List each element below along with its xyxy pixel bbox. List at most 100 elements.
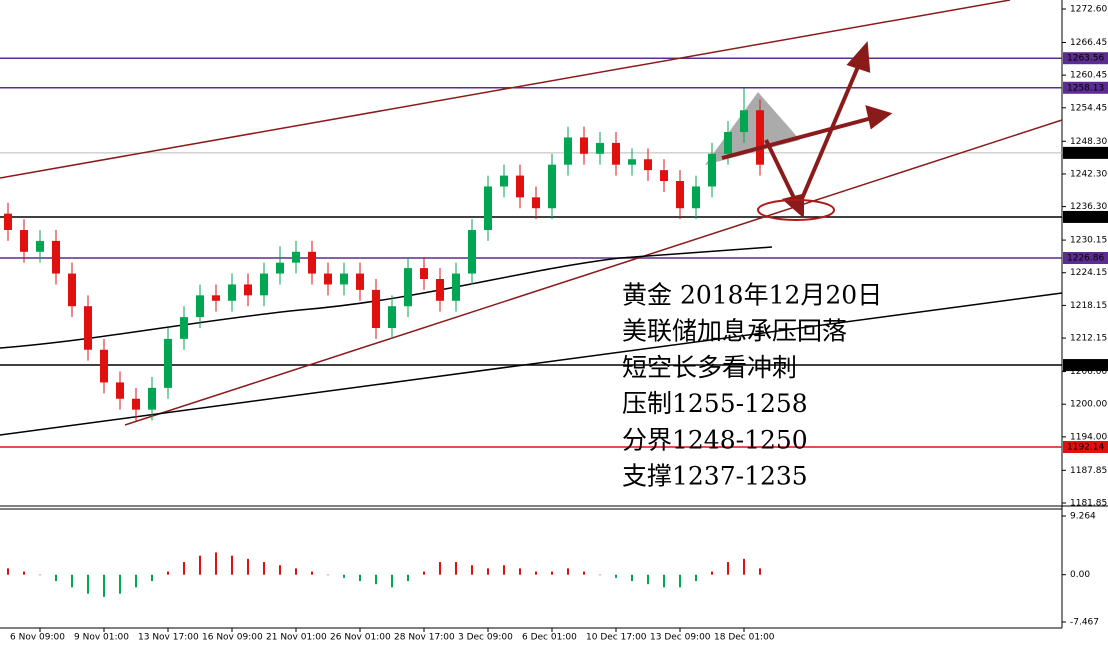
macd-bar <box>103 574 105 597</box>
arrow <box>764 139 797 201</box>
macd-bar <box>359 574 361 582</box>
candle-body <box>292 251 300 263</box>
candle-body <box>356 273 364 290</box>
level-tag <box>1063 359 1108 372</box>
candle-body <box>580 137 588 154</box>
candle-body <box>276 262 284 274</box>
candle-body <box>164 338 172 388</box>
annotation: 压制1255-1258 <box>622 389 808 418</box>
candle-body <box>404 268 412 307</box>
candle-body <box>244 284 252 296</box>
macd-bar <box>247 558 249 575</box>
macd-bar <box>199 555 201 575</box>
arrows <box>721 41 893 219</box>
macd-bar <box>599 574 601 576</box>
candle-body <box>500 175 508 187</box>
x-tick-label: 28 Nov 17:00 <box>394 633 455 643</box>
candle-body <box>52 240 60 274</box>
y-tick-label: -7.467 <box>1070 618 1099 628</box>
level-tag <box>1063 81 1108 94</box>
macd-bar <box>231 555 233 575</box>
candle-body <box>228 284 236 301</box>
candle-body <box>100 349 108 383</box>
macd-bar <box>279 565 281 575</box>
level-label: 1258.13 <box>1067 83 1104 93</box>
candle-body <box>516 175 524 198</box>
candle-body <box>148 387 156 410</box>
macd-bar <box>87 574 89 594</box>
macd-bar <box>71 574 73 588</box>
macd-bar <box>711 571 713 575</box>
macd-bar <box>167 571 169 575</box>
y-tick-label: 1242.30 <box>1070 169 1107 179</box>
candle-body <box>692 186 700 209</box>
candle-body <box>724 132 732 154</box>
annotation: 短空长多看冲刺 <box>622 353 797 382</box>
annotations: 黄金 2018年12月20日美联储加息承压回落短空长多看冲刺压制1255-125… <box>622 281 882 491</box>
x-tick-label: 26 Nov 01:00 <box>330 633 391 643</box>
level-label: 1192.14 <box>1067 442 1104 452</box>
annotation: 支撑1237-1235 <box>622 462 808 491</box>
level-tag <box>1063 440 1108 453</box>
level-label: 1263.56 <box>1067 54 1104 64</box>
level-label: 1246.17 <box>1067 148 1104 158</box>
y-tick-label: 1236.30 <box>1070 202 1107 212</box>
macd-bar <box>679 574 681 588</box>
macd-bar <box>615 574 617 578</box>
y-tick-label: 1187.85 <box>1070 466 1107 476</box>
candle-body <box>324 273 332 285</box>
macd-bar <box>295 568 297 575</box>
candle-body <box>308 251 316 274</box>
level-label: 1234.40 <box>1067 212 1104 222</box>
macd-bar <box>7 568 9 575</box>
macd-bar <box>647 574 649 585</box>
candle-body <box>116 382 124 399</box>
candle-body <box>644 159 652 171</box>
macd-bar <box>487 568 489 575</box>
x-tick-label: 9 Nov 01:00 <box>74 633 129 643</box>
x-tick-label: 3 Dec 09:00 <box>458 633 513 643</box>
macd-bar <box>727 562 729 575</box>
candle-body <box>740 110 748 133</box>
y-tick-label: 1181.85 <box>1070 499 1107 509</box>
candle-body <box>20 230 28 252</box>
macd-bar <box>151 574 153 582</box>
candle-body <box>628 159 636 165</box>
candle-body <box>132 398 140 410</box>
macd-bar <box>39 574 41 576</box>
candle-body <box>180 317 188 339</box>
macd-bar <box>695 574 697 582</box>
trend-line <box>0 292 1063 436</box>
candle-body <box>4 213 12 231</box>
support-ellipse <box>757 199 835 221</box>
macd-bar <box>263 562 265 575</box>
level-tag <box>1063 251 1108 264</box>
axes: 1272.60 1266.45 1260.45 1254.45 1248.30 1242.… <box>10 5 1108 643</box>
candles <box>4 88 764 421</box>
x-tick-label: 6 Nov 09:00 <box>10 633 65 643</box>
macd-bar <box>375 574 377 585</box>
y-tick-label: 1200.00 <box>1070 400 1107 410</box>
candle-body <box>708 153 716 187</box>
macd-bar <box>439 562 441 575</box>
macd-bar <box>519 568 521 575</box>
channel-lower <box>124 119 1063 426</box>
candle-body <box>420 268 428 279</box>
candle-body <box>260 273 268 296</box>
y-tick-label: 1194.00 <box>1070 432 1107 442</box>
candle-body <box>596 142 604 154</box>
macd-bar <box>215 552 217 575</box>
y-tick-label: 1218.15 <box>1070 301 1107 311</box>
candle-body <box>340 273 348 285</box>
candle-body <box>212 295 220 301</box>
y-tick-label: 1260.45 <box>1070 71 1107 81</box>
candle-body <box>548 164 556 209</box>
y-tick-label: 1206.00 <box>1070 367 1107 377</box>
macd-bar <box>551 571 553 575</box>
x-tick-label: 13 Nov 17:00 <box>138 633 199 643</box>
candle-body <box>36 240 44 252</box>
x-tick-label: 13 Dec 09:00 <box>650 633 711 643</box>
level-label: 1226.86 <box>1067 253 1104 263</box>
